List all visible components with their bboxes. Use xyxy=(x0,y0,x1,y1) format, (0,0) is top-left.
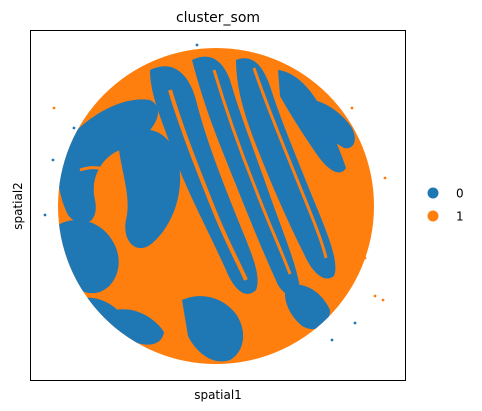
outlier-point xyxy=(383,176,387,180)
outlier-point xyxy=(353,321,357,325)
legend-label-1: 1 xyxy=(456,210,464,224)
stripe-1 xyxy=(118,129,181,249)
outlier-point xyxy=(52,106,56,110)
stripe-lower-right xyxy=(284,284,330,330)
separator-1 xyxy=(168,89,248,281)
separator-4 xyxy=(79,166,120,181)
outlier-point xyxy=(72,126,76,130)
outlier-point xyxy=(381,298,385,302)
outlier-point xyxy=(43,213,47,217)
stripe-3 xyxy=(192,56,300,296)
chart-title: cluster_som xyxy=(176,10,260,26)
separator-3 xyxy=(252,67,328,259)
legend-label-0: 0 xyxy=(456,187,464,201)
stripe-lower-center xyxy=(182,296,244,362)
outlier-point xyxy=(195,43,199,47)
outlier-point xyxy=(330,338,334,342)
outlier-point xyxy=(373,294,377,298)
separator-2 xyxy=(212,69,292,275)
y-axis-label: spatial2 xyxy=(11,182,25,230)
cluster-0-stripes xyxy=(58,56,355,362)
stripe-4 xyxy=(236,58,336,279)
outlier-point xyxy=(363,256,367,260)
stripe-upper-left xyxy=(58,99,159,224)
stripe-bottom-left xyxy=(107,309,164,345)
stripe-6 xyxy=(300,99,355,149)
x-axis-label: spatial1 xyxy=(194,388,242,402)
legend: 01 xyxy=(427,187,464,224)
legend-marker-0 xyxy=(427,187,439,199)
outlier-points xyxy=(43,43,387,342)
outlier-point xyxy=(51,158,55,162)
legend-marker-1 xyxy=(427,210,439,222)
outlier-point xyxy=(350,106,354,110)
